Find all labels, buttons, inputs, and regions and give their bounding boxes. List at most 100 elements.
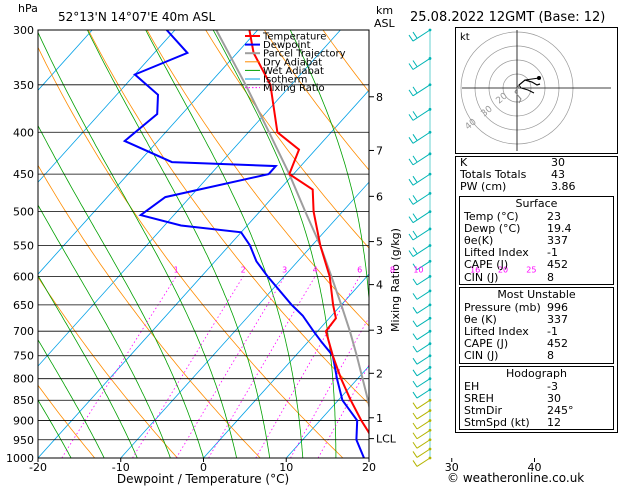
mixing-ratio-label: 16 — [470, 265, 480, 274]
wind-barb-flag — [408, 137, 414, 144]
altitude-label: 5 — [376, 236, 383, 249]
x-tick-label: -20 — [29, 461, 47, 474]
hodograph-segment — [524, 77, 540, 81]
wind-barb-flag — [412, 333, 418, 340]
dry-adiabat-line — [0, 30, 12, 458]
wind-barb-flag — [412, 31, 418, 39]
isotherm-line — [38, 30, 258, 275]
wind-barb — [416, 290, 431, 300]
mixing-ratio-label: 10 — [413, 265, 423, 274]
legend-label: Dewpoint — [263, 40, 311, 51]
index-label: K — [460, 156, 468, 169]
mixing-ratio-line — [175, 276, 285, 458]
hodo-row: SREH 30 — [460, 391, 613, 405]
wind-barb — [412, 153, 431, 166]
isotherm-line — [617, 30, 629, 458]
wind-barb-flag — [408, 34, 414, 42]
isotherm-line — [38, 30, 176, 183]
mu-row: θe (K) 337 — [460, 312, 613, 326]
hodo-row: StmDir 245° — [460, 404, 613, 417]
legend-label: Wet Adiabat — [263, 66, 324, 77]
wind-barb-flag — [412, 134, 418, 141]
wind-barb-flag — [408, 114, 414, 121]
row-value: 337 — [547, 312, 568, 326]
row-label: CIN (J) — [464, 270, 499, 284]
index-value: 43 — [551, 168, 565, 182]
pressure-tick-label: 1000 — [6, 452, 34, 465]
wind-barb-flag — [408, 89, 414, 97]
row-value: 996 — [547, 300, 568, 314]
most-unstable-title: Most Unstable — [497, 287, 576, 301]
x-axis-label: Dewpoint / Temperature (°C) — [117, 472, 289, 486]
row-label: SREH — [464, 391, 494, 405]
legend-label: Parcel Trajectory — [263, 49, 346, 60]
wind-barb-flag — [408, 178, 414, 186]
dry-adiabat-line — [38, 164, 261, 458]
hodograph-top-point — [537, 76, 541, 80]
wet-adiabat-line — [212, 30, 337, 458]
mixing-ratio-line — [132, 276, 244, 458]
row-value: -1 — [547, 325, 558, 339]
wind-barb-flag — [412, 320, 418, 328]
x-tick-label: 0 — [200, 461, 207, 474]
legend-label: Isotherm — [263, 75, 307, 86]
dry-adiabat-line — [38, 384, 96, 458]
wind-barb-flag — [412, 263, 418, 271]
pressure-tick-label: 600 — [13, 270, 34, 283]
legend-label: Temperature — [262, 32, 326, 43]
row-label: CAPE (J) — [464, 337, 509, 351]
isotherm-line — [285, 365, 369, 458]
mu-row: CAPE (J) 452 — [460, 338, 613, 350]
hodo-row: EH -3 — [460, 380, 613, 393]
dry-adiabat-line — [205, 30, 369, 249]
wind-barb-flag — [412, 402, 418, 409]
altitude-label: 2 — [376, 367, 383, 380]
hodograph-unit: kt — [460, 32, 470, 43]
mixing-ratio-label: 2 — [241, 265, 246, 274]
wind-barb-flag — [412, 230, 418, 238]
wet-adiabat-line — [289, 30, 369, 458]
isotherm-line — [120, 181, 369, 458]
row-value: 337 — [547, 233, 568, 247]
surface-row: Temp (°C) 23 — [460, 210, 613, 223]
x-tick-label: 10 — [279, 461, 293, 474]
wind-barb — [412, 245, 431, 257]
pressure-tick-label: 500 — [13, 206, 34, 219]
wind-barb-flag — [412, 213, 418, 220]
mixing-ratio-label: 1 — [174, 265, 179, 274]
wind-barb — [416, 355, 431, 365]
pressure-tick-label: 900 — [13, 415, 34, 428]
row-value: 452 — [547, 337, 568, 351]
row-label: StmSpd (kt) — [464, 416, 530, 430]
pressure-tick-label: 650 — [13, 299, 34, 312]
mixing-ratio-label: 25 — [526, 265, 536, 274]
row-value: 12 — [547, 416, 561, 430]
surface-section: Surface Temp (°C) 23 Dewp (°C) 19.4 θe(K) 3… — [459, 195, 614, 285]
wind-barbs — [408, 28, 432, 467]
altitude-label: 6 — [376, 190, 383, 203]
wind-barb-flag — [412, 278, 418, 286]
surface-row: CAPE (J) 452 — [460, 259, 613, 271]
hodograph-trace — [514, 76, 541, 104]
wet-adiabat-line — [38, 399, 72, 458]
wind-barb — [416, 399, 431, 410]
surface-row: Lifted Index -1 — [460, 246, 613, 260]
wind-barb-flag — [408, 198, 414, 205]
row-value: 245° — [547, 404, 574, 417]
mu-row: Pressure (mb) 996 — [460, 300, 613, 314]
pressure-tick-label: 350 — [13, 79, 34, 92]
wind-barb — [412, 84, 431, 97]
axes: 3003504004505005506006507007508008509009… — [6, 24, 542, 474]
surface-row: CIN (J) 8 — [460, 270, 613, 284]
row-label: Lifted Index — [464, 325, 529, 339]
wind-barb-flag — [412, 293, 418, 300]
row-label: Lifted Index — [464, 246, 529, 260]
altitude-label: 7 — [376, 144, 383, 157]
y-axis-label: Mixing Ratio (g/kg) — [389, 228, 402, 332]
mixing-ratio-label: 8 — [390, 265, 395, 274]
mixing-ratio-label: 6 — [357, 265, 362, 274]
mixing-ratio-label: 3 — [282, 265, 287, 274]
asl-label: ASL — [374, 17, 396, 30]
